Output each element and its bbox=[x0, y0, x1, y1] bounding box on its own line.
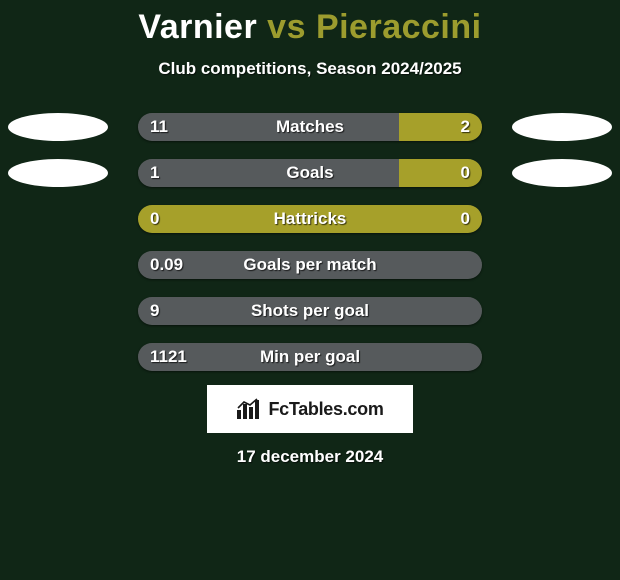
stat-name: Shots per goal bbox=[0, 297, 620, 325]
stat-rows: 112Matches 10Goals 00Hattricks 0.09Goals pe… bbox=[0, 113, 620, 371]
stat-row: 0.09Goals per match bbox=[0, 251, 620, 279]
vs-text: vs bbox=[267, 8, 306, 46]
stat-name: Goals bbox=[0, 159, 620, 187]
stat-row: 1121Min per goal bbox=[0, 343, 620, 371]
stat-name: Goals per match bbox=[0, 251, 620, 279]
title: Varnier vs Pieraccini bbox=[0, 8, 620, 47]
comparison-card: Varnier vs Pieraccini Club competitions,… bbox=[0, 0, 620, 467]
stat-row: 9Shots per goal bbox=[0, 297, 620, 325]
stat-row: 10Goals bbox=[0, 159, 620, 187]
stat-row: 00Hattricks bbox=[0, 205, 620, 233]
stat-name: Matches bbox=[0, 113, 620, 141]
logo-icon bbox=[236, 398, 262, 420]
player2-name: Pieraccini bbox=[316, 8, 482, 46]
stat-name: Min per goal bbox=[0, 343, 620, 371]
subtitle: Club competitions, Season 2024/2025 bbox=[0, 59, 620, 79]
logo-badge: FcTables.com bbox=[207, 385, 413, 433]
stat-row: 112Matches bbox=[0, 113, 620, 141]
player1-name: Varnier bbox=[138, 8, 257, 46]
stat-name: Hattricks bbox=[0, 205, 620, 233]
date: 17 december 2024 bbox=[0, 447, 620, 467]
logo-text: FcTables.com bbox=[268, 399, 383, 420]
